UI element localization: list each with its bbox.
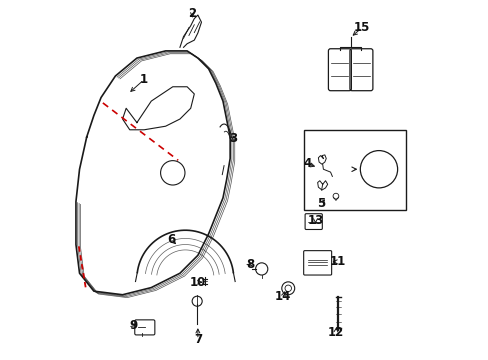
Text: 9: 9 (129, 319, 137, 332)
Text: 1: 1 (140, 73, 148, 86)
Text: 4: 4 (303, 157, 311, 170)
Text: 10: 10 (189, 276, 205, 289)
Text: 6: 6 (166, 233, 175, 246)
Text: 13: 13 (307, 214, 323, 227)
Text: 8: 8 (245, 258, 253, 271)
Text: 12: 12 (327, 326, 344, 339)
Text: 14: 14 (274, 290, 291, 303)
Bar (303, 130, 405, 211)
Text: 11: 11 (329, 255, 345, 268)
Text: 2: 2 (188, 7, 196, 20)
Text: 15: 15 (353, 21, 369, 34)
Text: 3: 3 (229, 132, 237, 145)
Text: 5: 5 (317, 197, 325, 210)
Text: 7: 7 (193, 333, 202, 346)
